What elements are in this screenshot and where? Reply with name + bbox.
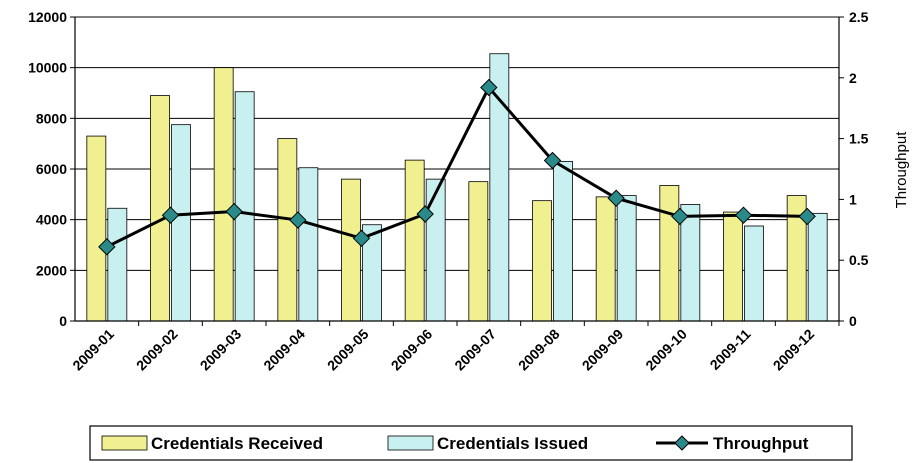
throughput-point [671,207,689,226]
x-tick-label: 2009-09 [579,326,627,374]
left-tick-label: 4000 [36,212,67,228]
legend-label-issued: Credentials Issued [437,434,588,453]
x-tick-label: 2009-11 [707,326,754,373]
bar-credentials-issued [553,160,573,322]
bar-credentials-issued [234,91,255,322]
x-tick-label: 2009-05 [324,326,372,374]
bar-credentials-issued [107,207,128,322]
x-tick-label: 2009-01 [69,326,117,374]
bar-credentials-received [468,181,489,322]
x-tick-label: 2009-06 [388,326,436,374]
x-tick-label: 2009-03 [197,326,245,374]
throughput-point [734,206,753,224]
x-tick-label: 2009-10 [642,326,690,374]
throughput-point [225,202,243,221]
right-tick-label: 0.5 [849,252,869,268]
right-tick-label: 2.5 [849,9,869,25]
throughput-point [352,229,371,248]
left-tick-label: 8000 [36,110,67,126]
left-tick-label: 10000 [28,60,67,76]
bar-credentials-received [150,95,170,322]
plot-area: 0 2000 4000 6000 8000 10000 12000 0 0.5 1 1.5 2 2.5 2… [28,9,869,373]
legend-swatch-issued [387,435,434,451]
x-tick-label: 2009-08 [515,326,563,374]
bar-credentials-received [341,178,361,322]
x-tick-label: 2009-02 [133,326,181,374]
bar-credentials-received [404,159,425,322]
bar-credentials-issued [744,225,764,322]
bar-credentials-issued [616,195,637,322]
legend-box [89,425,853,461]
bar-credentials-received [86,135,107,322]
throughput-line [106,84,808,249]
throughput-point [416,205,434,223]
legend-swatch-received [101,435,148,451]
x-tick-label: 2009-07 [451,326,499,374]
right-tick-label: 2 [849,70,857,86]
left-tick-label: 6000 [36,161,67,177]
throughput-point [161,206,180,224]
bar-credentials-received [723,211,743,322]
right-axis-label: Throughput [893,131,910,209]
bar-credentials-issued [171,124,191,322]
legend: Credentials Received Credentials Issued Th… [89,425,853,461]
left-tick-label: 12000 [28,9,67,25]
bar-credentials-received [595,196,616,322]
right-tick-label: 1.5 [849,131,869,147]
throughput-point [98,238,116,256]
left-tick-label: 0 [59,313,67,329]
throughput-point [289,211,307,229]
legend-marker-throughput [674,435,690,451]
bar-credentials-issued [807,212,828,322]
throughput-point [607,189,625,207]
left-tick-label: 2000 [36,262,67,278]
bar-credentials-received [659,185,680,322]
bar-credentials-received [532,200,552,322]
x-tick-label: 2009-04 [260,326,308,374]
throughput-point [543,151,562,170]
bar-credentials-issued [680,204,701,322]
throughput-point [798,207,816,226]
bar-credentials-issued [298,167,319,322]
legend-label-received: Credentials Received [151,434,323,453]
x-tick-label: 2009-12 [770,326,818,374]
right-tick-label: 1 [849,191,857,207]
bar-credentials-issued [425,178,446,322]
legend-label-throughput: Throughput [713,434,809,453]
right-tick-label: 0 [849,313,857,329]
bar-credentials-received [213,67,234,322]
throughput-point [480,78,498,97]
bar-credentials-received [277,138,298,322]
